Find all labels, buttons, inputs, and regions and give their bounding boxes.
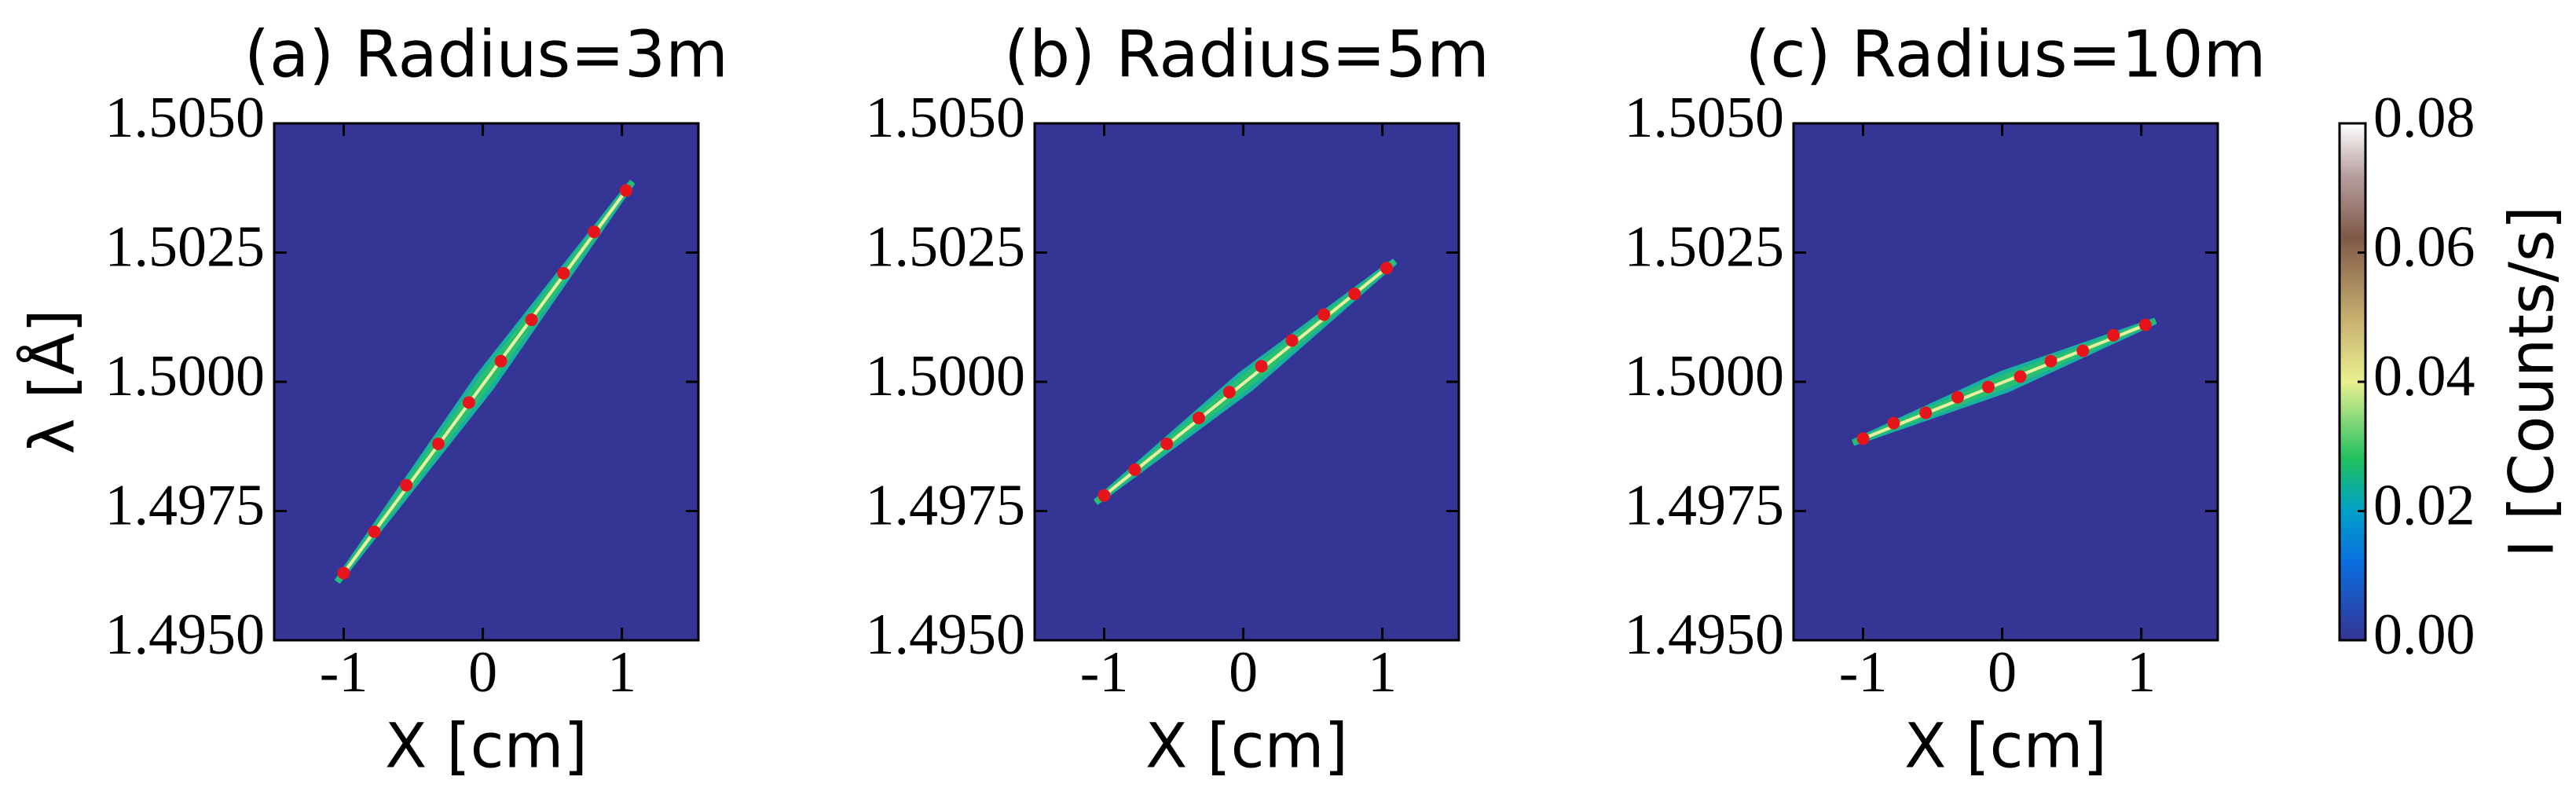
y-tick-label: 1.4975 [866,473,1026,537]
y-tick-label: 1.5000 [1625,344,1785,408]
data-point [1128,463,1141,476]
data-point [1348,288,1361,301]
x-tick-label: -1 [320,640,368,705]
x-tick-label: 1 [1368,640,1397,705]
data-point [431,437,445,450]
data-point [619,184,632,197]
data-point [1160,437,1174,450]
data-point [525,313,538,327]
data-point [368,525,381,538]
intensity-ridge [1862,323,2146,441]
x-tick-label: 0 [1988,640,2017,705]
colorbar-tick-label: 0.06 [2373,214,2475,279]
data-point [2138,318,2152,332]
intensity-ridge [342,189,628,574]
data-point [1981,380,1995,394]
data-point [1097,489,1111,502]
x-tick-label: 0 [468,640,497,705]
y-tick-label: 1.5025 [866,214,1026,279]
y-tick-label: 1.5000 [866,344,1026,408]
data-point [2044,354,2058,368]
y-tick-label: 1.4950 [105,603,266,667]
chart-title: (a) Radius=3m [244,17,728,92]
data-point [1285,334,1299,347]
data-point [337,566,350,580]
data-point [1380,262,1393,275]
colorbar-tick-label: 0.08 [2373,86,2475,150]
data-point [462,396,475,409]
x-axis-label: X [cm] [1904,711,2107,782]
colorbar-tick-label: 0.04 [2373,344,2475,408]
y-tick-label: 1.5025 [1625,214,1785,279]
data-point [1856,432,1870,445]
x-axis-label: X [cm] [1145,711,1348,782]
data-point [588,225,601,239]
colorbar-label: I [Counts/s] [2497,206,2567,558]
y-tick-label: 1.4975 [105,473,266,537]
y-tick-label: 1.5050 [866,86,1026,150]
colorbar-tick-label: 0.02 [2373,473,2475,537]
data-point [494,354,508,368]
data-point [1255,360,1268,373]
data-point [1192,412,1205,425]
data-point [1317,308,1331,321]
data-point [1951,390,1964,404]
chart-title: (b) Radius=5m [1004,17,1490,92]
data-point [400,478,413,492]
x-tick-label: 0 [1229,640,1258,705]
x-tick-label: -1 [1839,640,1888,705]
x-tick-label: -1 [1080,640,1129,705]
y-axis-label: λ [Å] [16,309,88,454]
y-tick-label: 1.5050 [1625,86,1785,150]
x-tick-label: 1 [607,640,636,705]
x-axis-label: X [cm] [385,711,588,782]
x-tick-label: 1 [2127,640,2156,705]
y-tick-label: 1.5000 [105,344,266,408]
data-point [1887,416,1900,430]
data-point [2014,370,2027,383]
intensity-ridge [1103,266,1388,497]
chart-title: (c) Radius=10m [1745,17,2266,92]
y-tick-label: 1.5025 [105,214,266,279]
data-point [1919,406,1933,419]
y-tick-label: 1.4950 [1625,603,1785,667]
colorbar-tick-label: 0.00 [2373,603,2475,667]
data-point [2107,328,2120,342]
y-tick-label: 1.4975 [1625,473,1785,537]
data-point [2076,344,2090,357]
y-tick-label: 1.5050 [105,86,266,150]
data-point [1222,386,1236,399]
data-point [557,266,570,280]
y-tick-label: 1.4950 [866,603,1026,667]
